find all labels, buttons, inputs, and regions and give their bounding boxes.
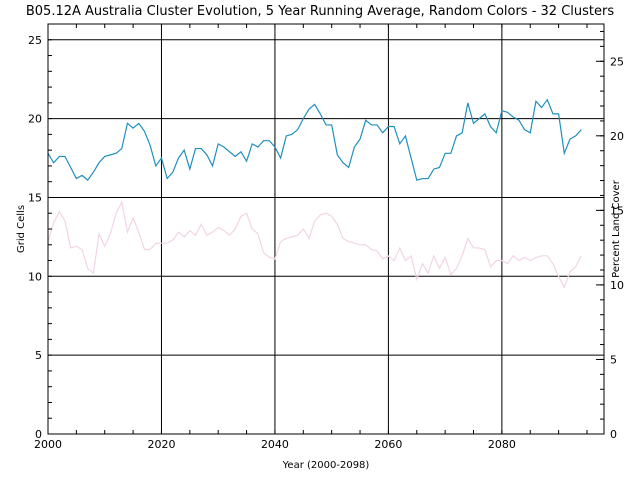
y2-tick-label: 25 [610,55,624,68]
y2-tick-label: 5 [610,353,617,366]
x-axis-label: Year (2000-2098) [282,460,370,471]
y-tick-label: 20 [28,113,42,126]
y-axis-label: Grid Cells [16,205,27,253]
y2-axis-ticks: 0 5 10 15 20 25 [596,30,624,441]
y-tick-label: 0 [35,428,42,441]
y-tick-label: 15 [28,191,42,204]
y2-tick-label: 0 [610,428,617,441]
x-axis-ticks: 2000 2020 2040 2060 2080 [34,24,588,451]
y2-tick-label: 10 [610,279,624,292]
x-tick-label: 2080 [488,438,516,451]
series-layer [47,98,582,289]
y2-axis-label: Percent Land Cover [611,179,622,278]
y-tick-label: 10 [28,270,42,283]
x-tick-label: 2060 [374,438,402,451]
y2-tick-label: 20 [610,130,624,143]
y-tick-label: 25 [28,34,42,47]
x-tick-label: 2020 [147,438,175,451]
y2-tick-label: 15 [610,204,624,217]
y-axis-ticks: 0 5 10 15 20 25 [28,23,52,441]
series-line-1 [47,98,582,181]
plot-frame [47,23,605,435]
x-tick-label: 2040 [261,438,289,451]
grid-lines [48,24,604,434]
y-tick-label: 5 [35,349,42,362]
series-line-2 [47,200,582,289]
x-tick-label: 2000 [34,438,62,451]
chart-title: B05.12A Australia Cluster Evolution, 5 Y… [26,4,614,19]
